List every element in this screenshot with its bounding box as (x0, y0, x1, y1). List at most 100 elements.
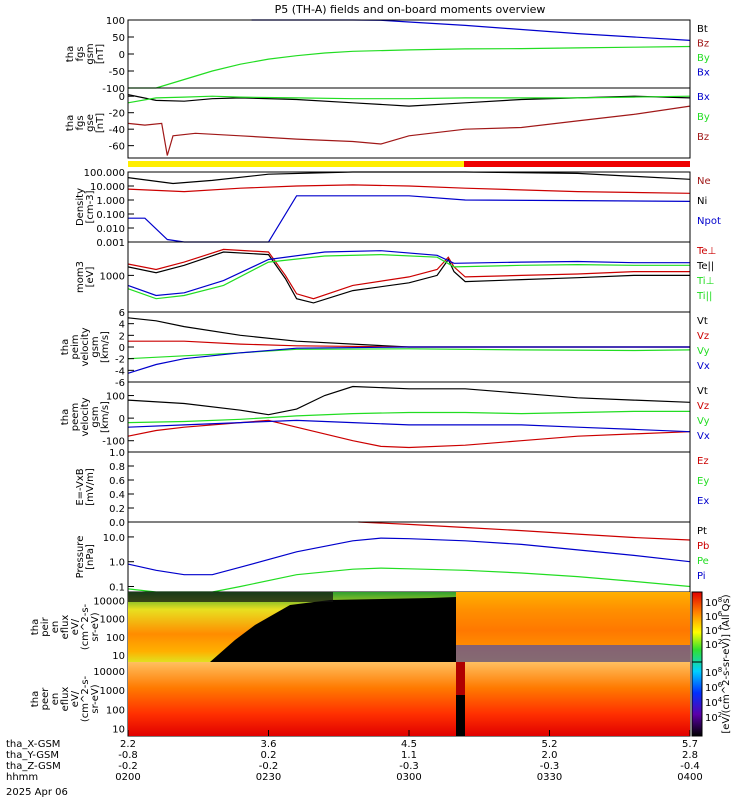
frame-fgs_gsm (127, 19, 691, 89)
series-peem_velocity-Vz (127, 419, 691, 449)
ylabel-fgs_gse: [nT] (95, 113, 106, 133)
series-density-Ne (127, 171, 691, 185)
ytick-label-density: 100.000 (84, 168, 125, 179)
ylabel-peim_velocity: tha (60, 339, 71, 355)
ytick-label-pressure: 10.0 (103, 533, 125, 544)
ytick-label-fgs_gse: -40 (109, 125, 125, 136)
ylabel-peir_eflux: eflux (60, 615, 71, 640)
legend-fgs_gsm: By (697, 53, 710, 64)
status-bar-red (464, 161, 690, 167)
ylabel-fgs_gse: gse (85, 114, 96, 132)
series-pressure-Pe (127, 567, 691, 593)
xrow-value: 2.0 (542, 750, 558, 761)
ytick-label-density: 0.100 (96, 210, 125, 221)
legend-pressure: Pb (697, 541, 709, 552)
legend-fgs_gse: Bx (697, 92, 710, 103)
xrow-value: 1.1 (401, 750, 417, 761)
series-temperature-Ti|| (127, 253, 690, 300)
colorbar-tick: 102 (705, 711, 722, 724)
frame-peem_velocity (127, 381, 691, 453)
legend-peim_velocity: Vy (697, 346, 710, 357)
panel-fgs_gsm: 100 50 0 -50 -100 tha fgs gsm [nT] Bt Bz By Bx (65, 16, 710, 95)
series-density-Ni (127, 184, 691, 194)
ylabel-fgs_gsm: [nT] (95, 44, 106, 64)
ytick-label-fgs_gsm: 0 (119, 50, 125, 61)
legend-temperature: Ti|| (696, 291, 712, 302)
legend-peim_velocity: Vz (697, 331, 709, 342)
ytick-label-efield: 1.0 (109, 448, 125, 459)
ylabel-peir_eflux: sr-eV) (90, 612, 101, 641)
ytick-label-peim_velocity: -6 (115, 378, 125, 389)
ylabel-efield: [mV/m] (85, 468, 96, 506)
ytick-label-efield: 0.8 (109, 462, 125, 473)
ylabel-peer_eflux: en (50, 693, 61, 706)
series-peim_velocity-Vz (128, 340, 690, 348)
legend-efield: Ey (697, 476, 709, 487)
ytick-label-efield: 0.0 (109, 518, 125, 529)
ytick-label-peer_eflux: 10 (112, 725, 125, 736)
xrow-value: 5.2 (542, 739, 558, 750)
figure-title: P5 (TH-A) fields and on-board moments ov… (275, 3, 546, 16)
ytick-label-fgs_gse: -60 (109, 142, 125, 153)
ytick-label-peim_velocity: 0 (119, 343, 125, 354)
xrow-value: 0400 (677, 772, 702, 783)
ytick-label-pressure: 1.0 (109, 558, 125, 569)
series-fgs_gse-Bz (127, 105, 691, 156)
frame-density (127, 171, 691, 243)
series-pressure-Pb (358, 521, 691, 541)
heatmap-peer (128, 662, 690, 736)
ytick-label-temperature: 1000 (100, 271, 125, 282)
ylabel-peir_eflux: peir (40, 616, 51, 636)
ylabel-temperature: mom3 (75, 261, 86, 293)
ytick-label-peir_eflux: 10 (112, 651, 125, 662)
series-peim_velocity-Vy (127, 348, 691, 360)
ytick-label-fgs_gse: 0 (119, 92, 125, 103)
series-temperature-Ti⊥ (127, 250, 690, 297)
ytick-label-peir_eflux: 1000 (100, 615, 125, 626)
colorbar-tick: 108 (705, 666, 722, 679)
ylabel-density: Density (75, 188, 86, 226)
xrow-value: -0.2 (118, 761, 138, 772)
ylabel-peer_eflux: tha (30, 691, 41, 707)
date-label: 2025 Apr 06 (6, 787, 68, 798)
xrow-value: 5.7 (682, 739, 698, 750)
series-pressure-Pi (127, 537, 691, 576)
ytick-label-fgs_gsm: -50 (109, 67, 125, 78)
x-axis-annotation: tha_X-GSM 2.2 3.6 4.5 5.2 5.7 tha_Y-GSM -0.8 0.2… (6, 730, 703, 783)
panel-fgs_gse: 0 -20 -40 -60 tha fgs gse [nT] Bx By Bz (65, 87, 710, 159)
legend-efield: Ex (697, 496, 709, 507)
ylabel-efield: E=-VxB (75, 468, 86, 505)
legend-fgs_gsm: Bz (697, 39, 709, 50)
ylabel-peim_velocity: gsm (90, 336, 101, 357)
ylabel-peer_eflux: sr-eV) (90, 684, 101, 713)
peir-black-region (210, 597, 456, 662)
xrow-value: 0230 (256, 772, 281, 783)
ylabel-peem_velocity: [km/s] (100, 401, 111, 433)
panel-peem_velocity: 100 0 -100 tha peem velocity gsm [km/s] Vt Vz Vy Vx (60, 381, 710, 453)
colorbar (691, 591, 703, 737)
legend-pressure: Pe (697, 556, 709, 567)
xrow-value: 0200 (115, 772, 140, 783)
legend-peem_velocity: Vy (697, 416, 710, 427)
legend-density: Ne (697, 176, 711, 187)
ylabel-peem_velocity: velocity (80, 397, 91, 436)
heatmap-peir (128, 592, 690, 662)
frame-efield (127, 451, 691, 523)
panel-temperature: 1000 mom3 [eV] Te⊥ Te|| Ti⊥ Ti|| (75, 241, 716, 313)
legend-temperature: Te|| (696, 261, 714, 272)
legend-temperature: Ti⊥ (696, 276, 714, 287)
series-peem_velocity-Vx (127, 419, 691, 433)
ytick-label-density: 10.000 (90, 182, 125, 193)
ytick-label-peir_eflux: 10000 (93, 596, 125, 607)
legend-pressure: Pi (697, 571, 706, 582)
peir-top-noise (128, 592, 333, 602)
ylabel-peir_eflux: en (50, 621, 61, 634)
xrow-value: 2.2 (120, 739, 136, 750)
panel-density: 100.000 10.000 1.000 0.100 0.010 0.001 Density… (75, 168, 721, 249)
ylabel-peer_eflux: peer (40, 687, 51, 711)
ytick-label-peim_velocity: 2 (119, 331, 125, 342)
legend-fgs_gse: Bz (697, 132, 709, 143)
ylabel-peir_eflux: tha (30, 619, 41, 635)
